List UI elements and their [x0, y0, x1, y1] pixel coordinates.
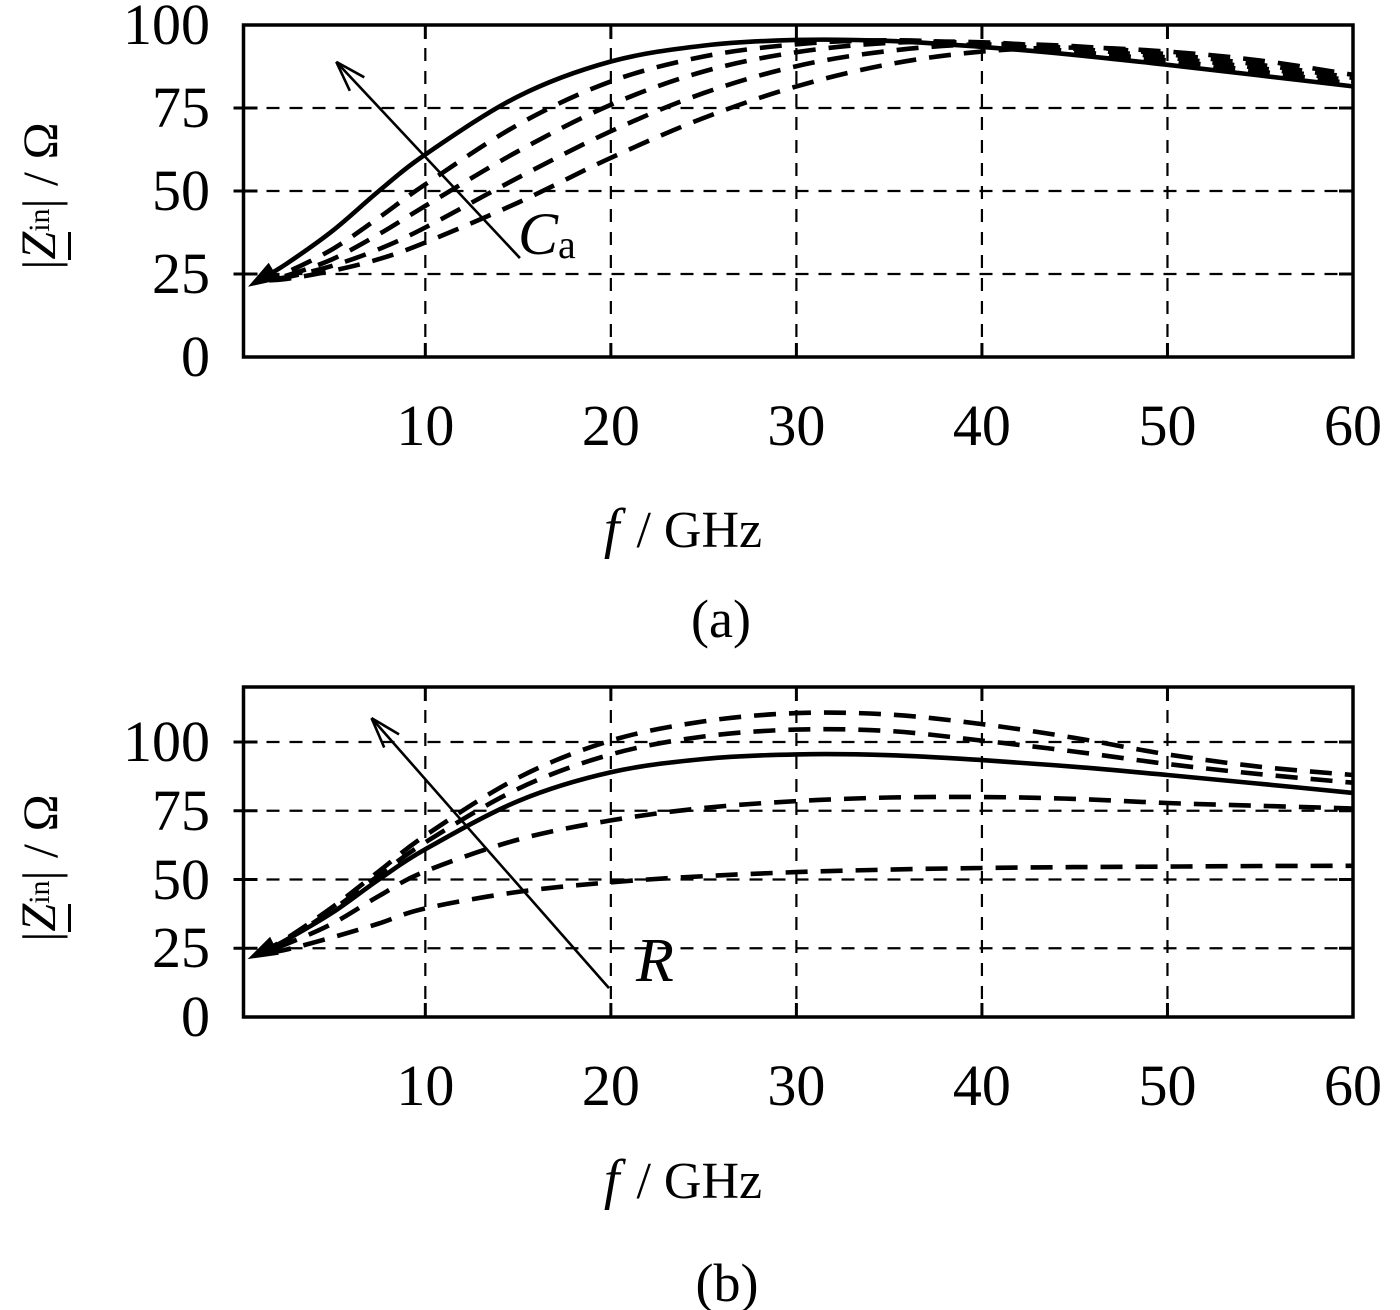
- r-symbol: R: [636, 927, 674, 995]
- y-tick-label-a-0: 0: [181, 324, 210, 389]
- x-tick-label-a-20: 20: [581, 393, 640, 458]
- y-tick-label-a-25: 25: [152, 241, 210, 306]
- y-label-unit: | / Ω: [12, 122, 68, 209]
- x-tick-label-b-20: 20: [581, 1053, 640, 1118]
- y-tick-label-a-100: 100: [123, 0, 210, 57]
- curve-a-Ca-sweep-1: [257, 37, 1354, 283]
- caption-b: (b): [695, 1253, 759, 1310]
- x-tick-label-a-40: 40: [952, 393, 1011, 458]
- x-tick-label-b-10: 10: [396, 1053, 455, 1118]
- curve-b-R-sweep-3: [257, 794, 1354, 956]
- x-tick-label-a-50: 50: [1138, 393, 1197, 458]
- x-axis-label-b: f / GHz: [483, 1149, 883, 1211]
- caption-a: (a): [691, 589, 751, 649]
- y-label-open-bar: |: [12, 931, 68, 942]
- x-axis-label-a: f / GHz: [483, 498, 883, 560]
- y-tick-label-b-25: 25: [152, 915, 210, 981]
- y-tick-label-b-100: 100: [123, 709, 210, 774]
- curve-a-Ca-sweep-4: [258, 45, 1354, 283]
- y-tick-label-a-50: 50: [152, 158, 210, 223]
- curve-a-Ca-sweep-2: [257, 39, 1354, 283]
- curve-b-reference: [257, 751, 1354, 956]
- sweep-arrow-head-b-1: [370, 716, 400, 736]
- frequency-symbol: f: [603, 1149, 620, 1211]
- impedance-symbol: Z: [9, 231, 71, 260]
- y-tick-label-b-50: 50: [152, 846, 210, 912]
- sweep-parameter-label-ca: Ca: [518, 200, 576, 269]
- plot-border-b: [241, 685, 1355, 1019]
- x-label-unit: / GHz: [623, 502, 763, 559]
- x-tick-label-b-40: 40: [952, 1053, 1011, 1118]
- ca-subscript: a: [558, 222, 576, 268]
- x-tick-label-b-30: 30: [767, 1053, 826, 1118]
- y-label-unit: | / Ω: [12, 794, 68, 881]
- x-tick-label-a-10: 10: [396, 393, 455, 458]
- sweep-parameter-label-r: R: [636, 926, 674, 997]
- curve-b-R-sweep-1: [257, 710, 1354, 956]
- sweep-arrow-head-a-1: [335, 60, 365, 79]
- y-label-open-bar: |: [12, 259, 68, 270]
- x-tick-label-a-60: 60: [1324, 393, 1382, 458]
- x-tick-label-b-60: 60: [1324, 1053, 1382, 1118]
- sweep-arrow-line-b: [370, 717, 610, 989]
- x-tick-label-a-30: 30: [767, 393, 826, 458]
- y-tick-label-a-75: 75: [152, 75, 210, 140]
- curve-a-reference: [257, 37, 1354, 283]
- curve-b-R-sweep-2: [257, 726, 1354, 956]
- plot-border-a: [241, 23, 1355, 359]
- curve-b-R-sweep-4: [257, 863, 1354, 957]
- sweep-arrow-line-a: [335, 60, 521, 259]
- y-tick-label-b-75: 75: [152, 777, 210, 843]
- curves-origin-arrowhead-b: [247, 936, 279, 960]
- ca-symbol: C: [518, 201, 559, 267]
- frequency-symbol: f: [603, 498, 620, 560]
- x-label-unit: / GHz: [623, 1153, 763, 1210]
- sweep-arrow-head-b-0: [370, 717, 386, 748]
- x-tick-label-b-50: 50: [1138, 1053, 1197, 1118]
- impedance-symbol: Z: [9, 903, 71, 932]
- y-tick-label-b-0: 0: [181, 984, 210, 1049]
- sweep-arrow-head-a-0: [335, 61, 352, 92]
- curves-origin-arrowhead-a: [248, 262, 279, 287]
